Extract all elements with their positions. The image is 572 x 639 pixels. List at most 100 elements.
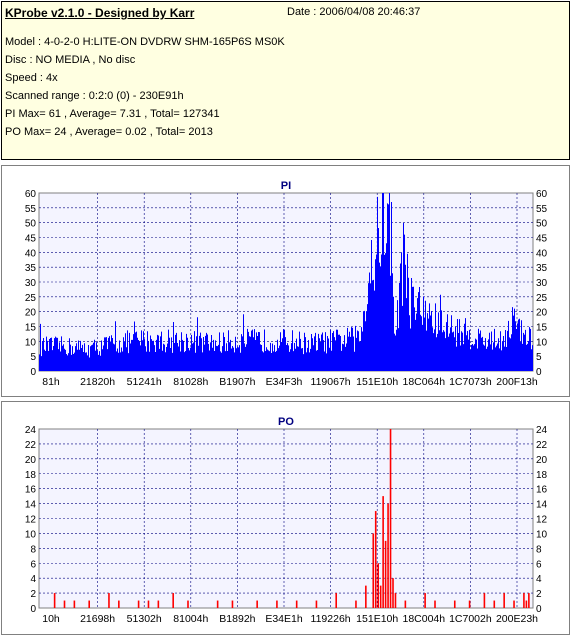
- x-tick-label: 51302h: [127, 613, 162, 625]
- po-bar: [118, 600, 120, 608]
- x-tick-label: 119226h: [311, 613, 351, 625]
- series-bars: [53, 429, 530, 608]
- po-bar: [424, 593, 426, 608]
- po-bar: [172, 593, 174, 608]
- chart-title: PI: [281, 180, 291, 192]
- speed-line: Speed : 4x: [5, 72, 58, 84]
- x-tick-label: B1892h: [219, 613, 255, 625]
- po-bar: [157, 600, 160, 608]
- x-tick-label: 151E10h: [356, 613, 398, 625]
- x-tick-label: 119067h: [311, 376, 351, 388]
- y-tick-label-left: 20: [25, 308, 37, 319]
- po-bar: [365, 585, 367, 608]
- series-bars: [39, 193, 533, 371]
- y-tick-label-right: 25: [536, 293, 548, 304]
- y-tick-label-right: 0: [536, 367, 542, 378]
- y-tick-label-right: 2: [536, 589, 542, 600]
- y-tick-label-left: 50: [25, 219, 37, 230]
- y-tick-label-left: 18: [25, 470, 37, 481]
- x-tick-label: 51241h: [127, 376, 162, 388]
- y-tick-label-left: 10: [25, 529, 37, 540]
- y-tick-label-right: 20: [536, 308, 548, 319]
- po-bar: [355, 600, 357, 608]
- pi-summary-line: PI Max= 61 , Average= 7.31 , Total= 1273…: [5, 108, 220, 120]
- po-bar: [392, 578, 394, 608]
- y-tick-label-left: 15: [25, 323, 37, 334]
- y-tick-label-right: 55: [536, 204, 548, 215]
- y-tick-label-left: 4: [30, 574, 36, 585]
- y-tick-label-left: 60: [25, 189, 37, 200]
- y-tick-label-left: 8: [30, 544, 36, 555]
- po-bar: [88, 600, 90, 608]
- po-bar: [372, 533, 375, 608]
- po-bar: [315, 600, 318, 608]
- y-tick-label-right: 60: [536, 189, 548, 200]
- po-bar: [295, 600, 298, 608]
- po-bar: [216, 600, 219, 608]
- y-tick-label-left: 25: [25, 293, 37, 304]
- y-tick-label-right: 0: [536, 604, 542, 615]
- x-tick-label: 21698h: [80, 613, 115, 625]
- po-bar: [404, 600, 407, 608]
- y-tick-label-right: 50: [536, 219, 548, 230]
- y-tick-label-right: 6: [536, 559, 542, 570]
- y-tick-label-left: 12: [25, 515, 37, 526]
- po-bar: [384, 540, 387, 608]
- y-tick-label-right: 22: [536, 440, 548, 451]
- y-tick-label-right: 24: [536, 425, 548, 436]
- po-bar: [377, 563, 379, 608]
- po-chart-panel: 0 0 2 2 4 4 6 6 8 8 10 10 12 12 14 14 16 16 18 18 20 20 22 22 24…: [1, 401, 570, 635]
- x-tick-label: 81028h: [173, 376, 208, 388]
- scan-date: Date : 2006/04/08 20:46:37: [287, 6, 421, 18]
- y-tick-label-left: 22: [25, 440, 37, 451]
- y-tick-label-left: 35: [25, 263, 37, 274]
- y-tick-label-right: 18: [536, 470, 548, 481]
- y-tick-label-left: 5: [30, 352, 36, 363]
- y-tick-label-left: 24: [25, 425, 37, 436]
- y-tick-label-right: 40: [536, 248, 548, 259]
- y-tick-label-right: 8: [536, 544, 542, 555]
- model-line: Model : 4-0-2-0 H:LITE-ON DVDRW SHM-165P…: [5, 36, 285, 48]
- y-tick-label-right: 16: [536, 485, 548, 496]
- x-tick-label: E34F3h: [266, 376, 303, 388]
- po-bar: [493, 600, 496, 608]
- plot-area: [38, 428, 534, 609]
- po-bar: [137, 600, 140, 608]
- x-tick-label: 1C7002h: [449, 613, 492, 625]
- y-tick-label-right: 35: [536, 263, 548, 274]
- y-tick-label-right: 45: [536, 234, 548, 245]
- x-tick-label: 81h: [42, 376, 60, 388]
- y-tick-label-right: 4: [536, 574, 542, 585]
- y-tick-label-left: 20: [25, 455, 37, 466]
- x-tick-label: 81004h: [173, 613, 208, 625]
- po-bar: [256, 600, 258, 608]
- po-bar: [525, 600, 528, 608]
- po-bar: [231, 600, 234, 608]
- po-bar: [147, 600, 150, 608]
- y-tick-label-right: 12: [536, 515, 548, 526]
- x-tick-label: E34E1h: [265, 613, 303, 625]
- y-tick-label-left: 10: [25, 337, 37, 348]
- x-tick-label: 151E10h: [356, 376, 398, 388]
- x-tick-label: 18C064h: [402, 376, 445, 388]
- po-bar: [434, 600, 436, 608]
- po-bar: [468, 600, 471, 608]
- po-bar: [513, 600, 515, 608]
- info-panel: KProbe v2.1.0 - Designed by Karr Date : …: [1, 1, 570, 160]
- po-bar: [453, 600, 456, 608]
- y-tick-label-left: 0: [30, 604, 36, 615]
- x-tick-label: 1C7073h: [449, 376, 492, 388]
- po-bar: [53, 593, 56, 608]
- y-tick-label-right: 30: [536, 278, 548, 289]
- y-tick-label-left: 14: [25, 500, 37, 511]
- y-tick-label-left: 0: [30, 367, 36, 378]
- po-bar: [387, 503, 389, 608]
- y-tick-label-right: 20: [536, 455, 548, 466]
- y-tick-label-left: 40: [25, 248, 37, 259]
- x-tick-label: 21820h: [80, 376, 115, 388]
- po-bar: [73, 600, 76, 608]
- y-tick-label-left: 45: [25, 234, 37, 245]
- x-tick-label: 200F13h: [496, 376, 538, 388]
- y-tick-label-right: 15: [536, 323, 548, 334]
